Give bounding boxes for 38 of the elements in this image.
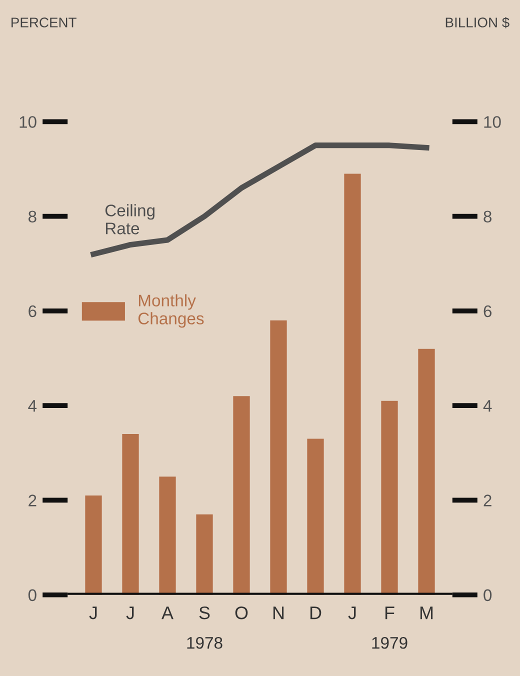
x-tick-label: M <box>420 606 433 620</box>
text: BILLION $ <box>446 16 510 28</box>
y2-tick-label: 4 <box>483 400 492 412</box>
y2-tick-label: 6 <box>484 305 492 318</box>
bar <box>418 348 435 595</box>
x-tick-label: S <box>199 606 210 620</box>
y-tick-label: 8 <box>28 210 36 223</box>
y2-tick-label: 0 <box>484 589 492 602</box>
text: 1978 <box>187 636 222 649</box>
y-tick-label: 0 <box>28 589 36 602</box>
y-tick-label: 2 <box>28 494 36 506</box>
x-tick-label: A <box>162 606 174 620</box>
bar <box>196 514 213 595</box>
x-tick-label: J <box>126 606 134 620</box>
bar <box>122 434 139 595</box>
y-tick-label: 6 <box>28 305 36 318</box>
legend-label: Monthly Changes <box>138 294 204 328</box>
bar <box>159 476 176 595</box>
y2-tick-label: 2 <box>484 494 492 506</box>
bar <box>85 496 102 595</box>
bar <box>233 396 250 595</box>
x-tick-label: N <box>273 606 284 620</box>
x-tick-label: O <box>235 606 248 620</box>
x-tick-label: F <box>385 606 394 620</box>
text: 1979 <box>372 636 408 649</box>
text: PERCENT <box>12 18 76 28</box>
x-tick-label: J <box>348 606 356 620</box>
y-tick-label: 4 <box>28 400 37 412</box>
x-tick-label: J <box>89 606 97 620</box>
y2-tick-label: 8 <box>484 210 492 223</box>
bar <box>381 400 398 595</box>
x-tick-label: D <box>310 606 322 620</box>
bar <box>307 438 324 595</box>
bar <box>344 174 361 595</box>
y2-tick-label: 10 <box>484 116 501 128</box>
y-tick-label: 10 <box>20 116 36 128</box>
series-label: Ceiling Rate <box>105 204 154 234</box>
bar <box>270 320 287 595</box>
